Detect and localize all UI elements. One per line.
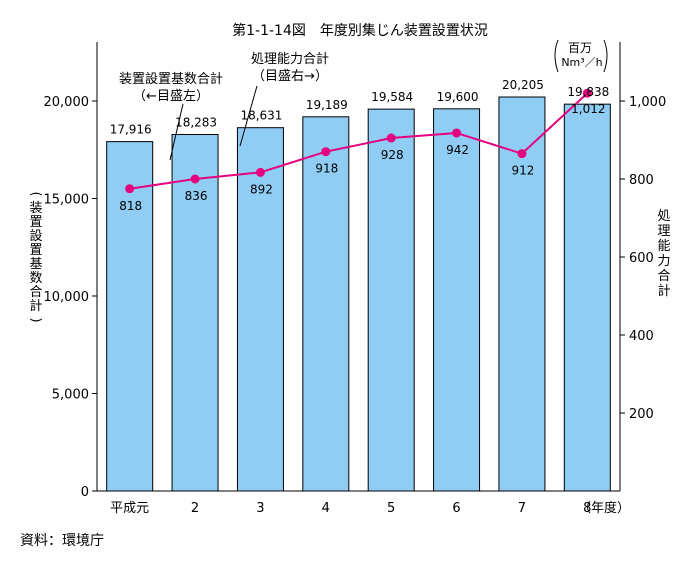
line-value-label-4: 928	[381, 148, 404, 162]
bar-5	[433, 108, 481, 492]
right-tick-label-4: 1,000	[629, 95, 666, 110]
left-axis-label-char-2: 設	[29, 228, 42, 244]
annot-right-line-0: 処理能力合計	[251, 51, 329, 67]
chart-title: 第1-1-14図 年度別集じん装置設置状況	[232, 22, 488, 39]
bar-value-label-2: 18,631	[240, 109, 282, 123]
right-tick-label-0: 200	[629, 407, 654, 422]
line-point-0	[125, 184, 135, 194]
left-axis-label-char-1: 置	[29, 215, 42, 230]
left-axis-label-char-6: 合	[29, 285, 42, 300]
bar-value-label-6: 20,205	[502, 78, 544, 92]
right-axis-label-char-5: 計	[657, 283, 670, 299]
bar-4	[367, 108, 415, 492]
annot-left-line-0: 装置設置基数合計	[119, 71, 223, 87]
bar-2	[236, 127, 284, 492]
line-point-5	[452, 128, 462, 138]
x-tick-label-2: 3	[256, 501, 264, 516]
bar-value-label-3: 19,189	[306, 98, 348, 112]
line-layer	[125, 88, 592, 194]
line-series-path	[129, 92, 588, 190]
line-value-label-3: 918	[315, 162, 338, 176]
left-tick-label-1: 5,000	[52, 388, 89, 403]
bar-0	[106, 141, 154, 492]
right-axis-unit-bottom: Nm³／h	[561, 56, 602, 69]
axes-layer: 0 5,000 10,000 15,000 20,000 200 400 600 800 1,00…	[44, 42, 666, 516]
x-tick-label-6: 7	[518, 501, 526, 516]
left-axis-label-char-5: 数	[29, 271, 42, 286]
left-axis-paren-close: )	[28, 317, 43, 322]
bar-value-label-5: 19,600	[437, 90, 479, 104]
line-value-label-1: 836	[185, 189, 208, 203]
right-axis-label-char-2: 能	[657, 239, 670, 254]
bar-7	[563, 103, 611, 492]
labels-layer: 17,916 18,283 18,631 19,189 19,584 19,600 20,2…	[110, 78, 610, 213]
x-tick-label-1: 2	[191, 501, 199, 516]
right-axis-unit-top: 百万	[568, 41, 592, 55]
line-value-label-7: 1,012	[571, 102, 605, 116]
bar-3	[302, 116, 350, 492]
line-value-label-6: 912	[511, 164, 534, 178]
left-tick-label-4: 20,000	[44, 95, 90, 110]
right-axis-label: 処理能力合計	[657, 209, 670, 299]
right-unit-paren-open	[554, 39, 559, 73]
right-tick-label-2: 600	[629, 251, 654, 266]
right-tick-label-1: 400	[629, 329, 654, 344]
line-value-label-0: 818	[119, 199, 142, 213]
right-axis-unit: 百万 Nm³／h	[554, 39, 608, 73]
bar-value-label-1: 18,283	[175, 115, 217, 129]
line-point-2	[255, 167, 265, 177]
left-axis-label: (装置設置基数合計)	[28, 191, 43, 322]
annot-left-line-1: （←目盛左）	[133, 89, 209, 104]
line-point-7	[582, 88, 592, 98]
right-axis-label-char-4: 合	[657, 269, 670, 284]
bar-value-label-7: 19,838	[567, 85, 609, 99]
bar-value-label-0: 17,916	[110, 123, 152, 137]
line-point-4	[386, 133, 396, 143]
line-value-label-2: 892	[250, 182, 273, 196]
bar-annotation-leader	[169, 103, 184, 161]
line-series-annotation: 処理能力合計 （目盛右→）	[239, 51, 329, 147]
right-tick-label-3: 800	[629, 173, 654, 188]
left-axis-label-char-3: 置	[29, 243, 42, 258]
line-value-label-5: 942	[446, 143, 469, 157]
line-point-6	[517, 149, 527, 159]
x-tick-label-3: 4	[322, 501, 330, 516]
x-tick-label-0: 平成元	[110, 501, 149, 516]
left-axis-paren-open: (	[28, 191, 43, 196]
left-axis-label-char-7: 計	[29, 298, 42, 314]
source-note: 資料：環境庁	[20, 533, 104, 549]
line-point-3	[321, 147, 331, 157]
line-annotation-leader	[239, 85, 258, 147]
left-tick-label-3: 15,000	[44, 193, 90, 208]
right-axis-label-char-3: 力	[657, 254, 670, 269]
x-axis-unit: （年度）	[578, 500, 630, 516]
left-tick-label-0: 0	[81, 485, 89, 500]
left-axis-label-char-0: 装	[29, 201, 42, 216]
bar-6	[498, 96, 546, 492]
bars-layer	[106, 96, 611, 492]
bar-1	[171, 133, 219, 492]
bar-series-annotation: 装置設置基数合計 （←目盛左）	[119, 71, 223, 161]
x-tick-label-4: 5	[387, 501, 395, 516]
annot-right-line-1: （目盛右→）	[252, 69, 328, 84]
left-tick-label-2: 10,000	[44, 290, 90, 305]
right-axis-label-char-0: 処	[657, 209, 670, 224]
line-point-1	[190, 174, 200, 184]
right-unit-paren-close	[603, 39, 608, 73]
bar-value-label-4: 19,584	[371, 90, 413, 104]
left-axis-label-char-4: 基	[29, 257, 42, 272]
x-tick-label-5: 6	[452, 501, 460, 516]
right-axis-label-char-1: 理	[657, 224, 670, 239]
x-tick-label-7: 8	[583, 501, 591, 516]
